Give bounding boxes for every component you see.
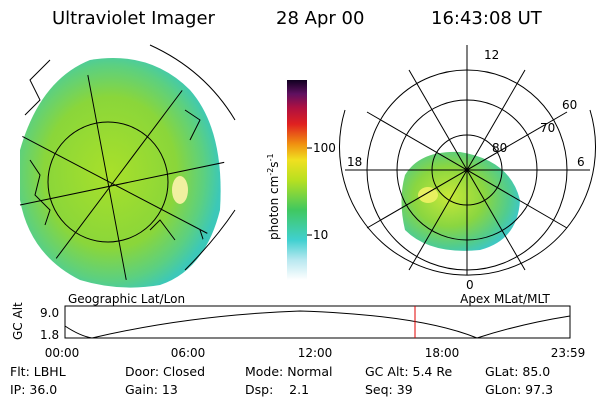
panel-label: Apex MLat/MLT [460, 292, 550, 306]
altitude-curve [64, 310, 571, 339]
color-scale [287, 80, 307, 280]
field: Gain: 13 [125, 382, 178, 397]
mlt-label: 6 [577, 155, 585, 169]
field: Door: Closed [125, 364, 205, 379]
instrument: Ultraviolet Imager [52, 8, 216, 29]
mlt-label: 0 [466, 278, 474, 292]
strip-frame [64, 305, 571, 339]
meridian [84, 70, 131, 280]
field: GLat: 85.0 [485, 364, 550, 379]
y-label: 9.0 [40, 306, 59, 320]
panel-label: Geographic Lat/Lon [68, 292, 185, 306]
unit: photon cm [267, 176, 281, 240]
outer-circle [339, 109, 596, 276]
bright-spot [418, 187, 438, 203]
x-label: 23:59 [551, 346, 586, 360]
geographic-image: Geographic Lat/Lon [15, 44, 236, 306]
bright-spot [172, 176, 188, 204]
field: GLon: 97.3 [485, 382, 553, 397]
time: 16:43:08 UT [431, 8, 543, 29]
lat-circle [47, 121, 169, 243]
field: Mode: Normal [245, 364, 332, 379]
footer: Flt: LBHL Door: Closed Mode: Normal GC A… [10, 364, 553, 397]
exponent: -1 [266, 153, 275, 161]
date: 28 Apr 00 [276, 8, 364, 29]
colorbar: 100 10 photon cm-2s-1 [266, 80, 336, 280]
field: GC Alt: 5.4 Re [365, 364, 452, 379]
axis-label: GC Alt [11, 302, 25, 340]
grid [15, 70, 225, 280]
mlt-label: 12 [484, 48, 499, 62]
auroral-oval [401, 151, 520, 251]
x-label: 06:00 [171, 346, 206, 360]
field: Seq: 39 [365, 382, 413, 397]
unit: s [267, 161, 281, 167]
tick-label: 10 [313, 228, 328, 242]
header: Ultraviolet Imager 28 Apr 00 16:43:08 UT [52, 8, 543, 29]
lat-label: 60 [562, 98, 577, 112]
polar-grid [339, 45, 596, 276]
y-label: 1.8 [40, 328, 59, 342]
x-label: 00:00 [45, 346, 80, 360]
apex-image: 12 18 6 0 60 70 80 Apex MLat/MLT [339, 45, 596, 306]
field: Dsp: 2.1 [245, 382, 309, 397]
exponent: -2 [266, 168, 275, 176]
tick-label: 100 [313, 141, 336, 155]
coastline [24, 59, 51, 116]
x-label: 18:00 [425, 346, 460, 360]
mlt-label: 18 [347, 155, 362, 169]
altitude-strip: GC Alt 9.0 1.8 00:00 06:00 12:00 18:00 2… [11, 302, 585, 360]
meridian [19, 157, 225, 206]
lat-label: 70 [540, 121, 555, 135]
lat-label: 80 [492, 141, 507, 155]
outer-circle [149, 44, 236, 271]
spoke [366, 111, 568, 229]
meridian [39, 79, 191, 280]
coastline [29, 109, 211, 276]
colorbar-label: photon cm-2s-1 [266, 153, 281, 240]
x-label: 12:00 [298, 346, 333, 360]
field: IP: 36.0 [10, 382, 57, 397]
field: Flt: LBHL [10, 364, 66, 379]
